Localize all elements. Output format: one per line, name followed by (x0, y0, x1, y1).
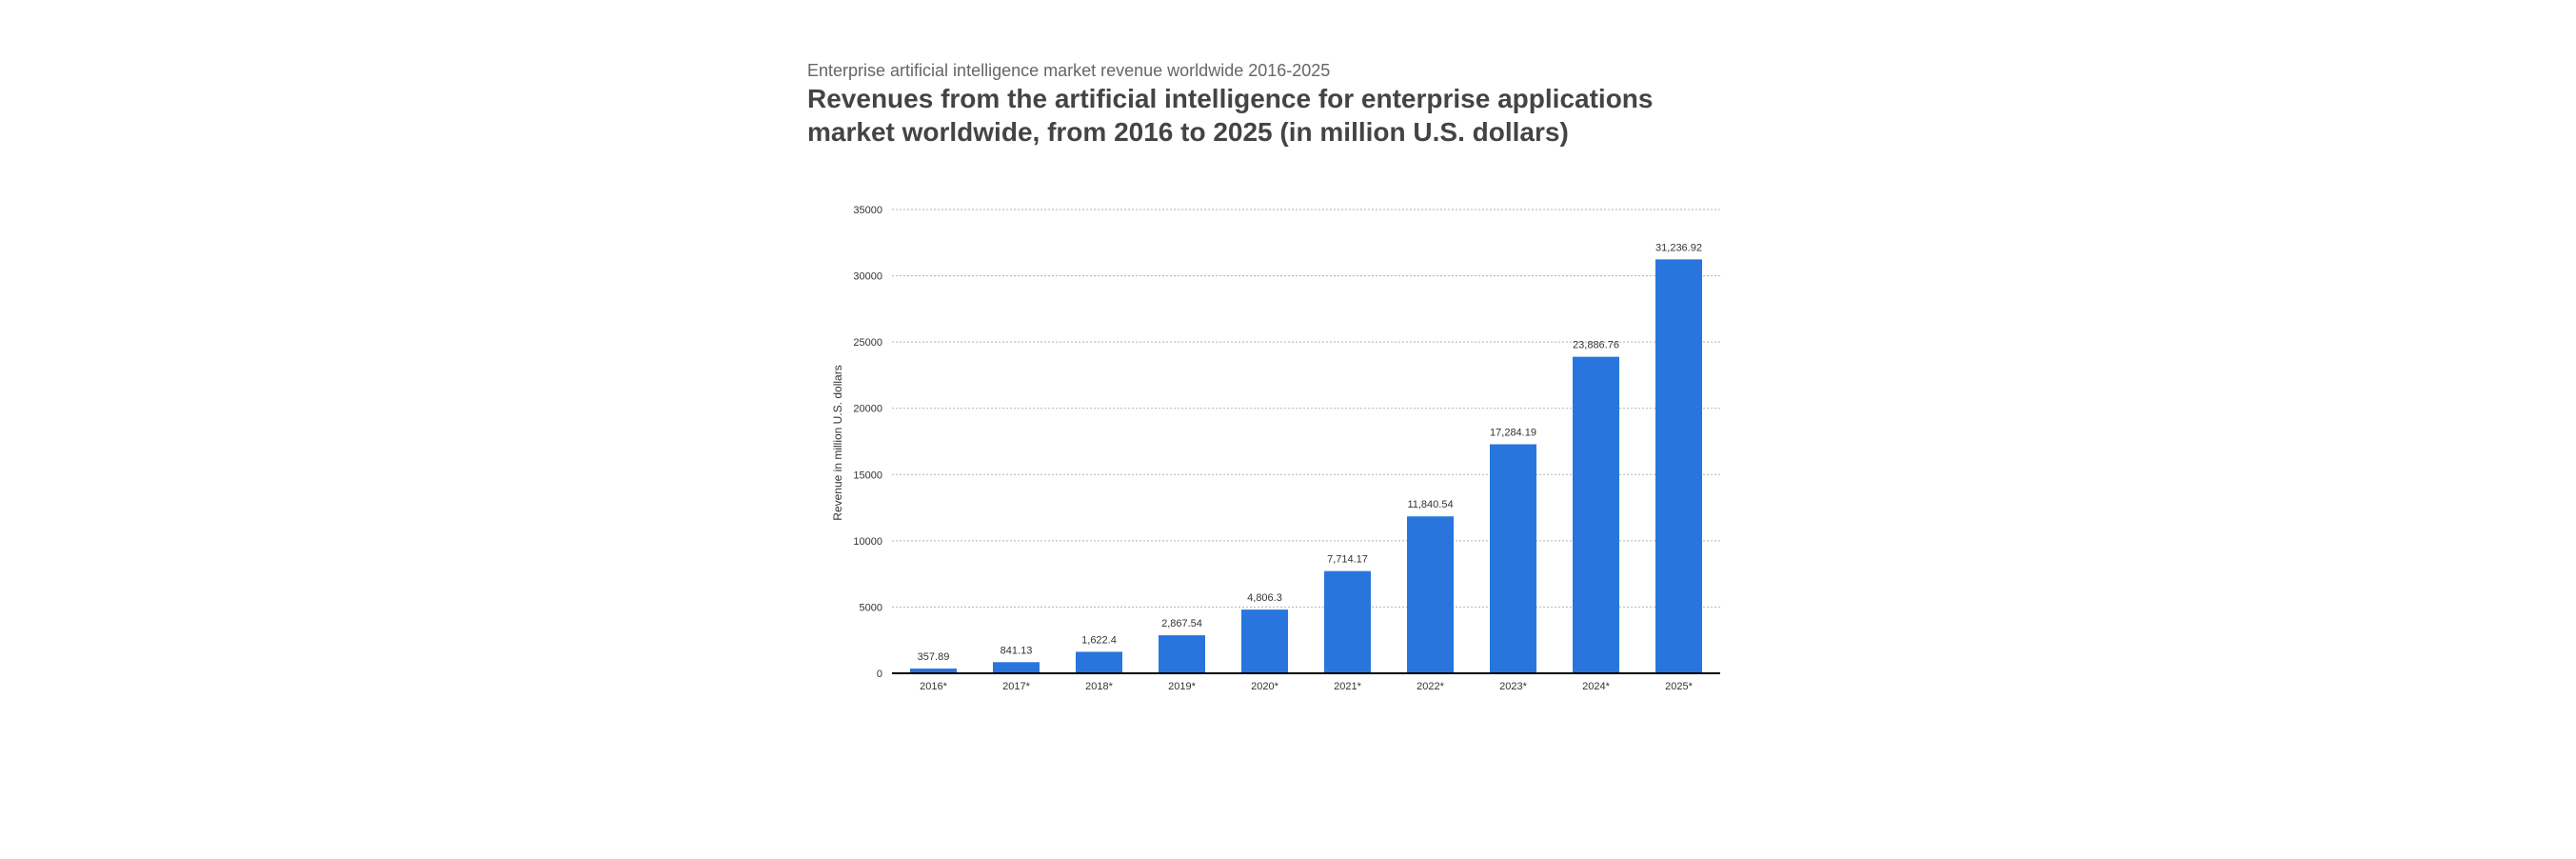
data-label: 841.13 (1001, 645, 1033, 656)
bar (1573, 356, 1619, 673)
bar (1076, 651, 1122, 673)
y-tick-label: 0 (877, 669, 882, 680)
x-tick-label: 2022* (1417, 681, 1444, 692)
y-tick-label: 10000 (853, 536, 882, 548)
y-tick-label: 20000 (853, 404, 882, 415)
data-label: 23,886.76 (1573, 340, 1619, 351)
data-label: 357.89 (918, 651, 950, 663)
y-tick-label: 5000 (860, 602, 882, 613)
bar (1324, 570, 1371, 673)
data-label: 4,806.3 (1247, 592, 1282, 604)
data-label: 11,840.54 (1407, 499, 1453, 510)
x-tick-labels: 2016* 2017* 2018* 2019* 2020* 2021* 2022* 2023*… (920, 681, 1693, 692)
y-axis-label: Revenue in million U.S. dollars (831, 365, 844, 520)
x-tick-label: 2019* (1168, 681, 1196, 692)
x-tick-label: 2018* (1085, 681, 1113, 692)
bar (1655, 259, 1702, 673)
x-tick-label: 2025* (1665, 681, 1693, 692)
y-tick-label: 30000 (853, 271, 882, 283)
bars (910, 259, 1702, 673)
x-tick-label: 2023* (1499, 681, 1527, 692)
x-tick-label: 2021* (1334, 681, 1361, 692)
y-tick-label: 15000 (853, 469, 882, 481)
y-tick-label: 35000 (853, 205, 882, 216)
chart-title: Revenues from the artificial intelligenc… (807, 84, 1654, 147)
x-tick-label: 2016* (920, 681, 947, 692)
bar (1159, 635, 1205, 673)
data-label: 31,236.92 (1655, 242, 1702, 253)
bar (1407, 516, 1454, 673)
data-label: 1,622.4 (1081, 634, 1117, 646)
bar (1241, 609, 1288, 673)
bar (910, 669, 957, 673)
x-tick-label: 2020* (1251, 681, 1278, 692)
data-label: 17,284.19 (1490, 428, 1536, 439)
x-tick-label: 2024* (1582, 681, 1610, 692)
x-tick-label: 2017* (1002, 681, 1030, 692)
bar (993, 662, 1040, 673)
data-label: 7,714.17 (1327, 554, 1368, 566)
chart-supertitle: Enterprise artificial intelligence marke… (807, 61, 1331, 80)
data-labels: 357.89 841.13 1,622.4 2,867.54 4,806.3 7,714.… (918, 242, 1702, 663)
bar (1490, 444, 1536, 673)
data-label: 2,867.54 (1161, 618, 1202, 629)
y-tick-labels: 0 5000 10000 15000 20000 25000 30000 35000 (853, 205, 882, 680)
y-tick-label: 25000 (853, 337, 882, 349)
